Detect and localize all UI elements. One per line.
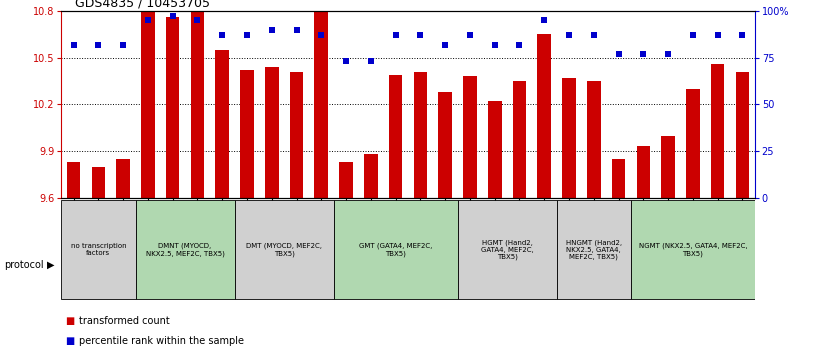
Point xyxy=(662,51,675,57)
Point xyxy=(686,32,699,38)
Point xyxy=(562,32,575,38)
Bar xyxy=(215,50,229,198)
Bar xyxy=(61,200,135,299)
Point xyxy=(215,32,228,38)
Bar xyxy=(240,70,254,198)
Text: no transcription
factors: no transcription factors xyxy=(70,243,126,256)
Point xyxy=(166,13,180,19)
Point xyxy=(67,42,80,48)
Bar xyxy=(711,64,725,198)
Bar xyxy=(686,89,699,198)
Bar xyxy=(117,159,130,198)
Bar xyxy=(339,162,353,198)
Text: HNGMT (Hand2,
NKX2.5, GATA4,
MEF2C, TBX5): HNGMT (Hand2, NKX2.5, GATA4, MEF2C, TBX5… xyxy=(565,239,622,260)
Point xyxy=(612,51,625,57)
Bar xyxy=(166,17,180,198)
Text: NGMT (NKX2.5, GATA4, MEF2C,
TBX5): NGMT (NKX2.5, GATA4, MEF2C, TBX5) xyxy=(639,242,747,257)
Bar xyxy=(562,78,576,198)
Point xyxy=(711,32,724,38)
Bar xyxy=(135,200,235,299)
Point xyxy=(488,42,501,48)
Point xyxy=(463,32,477,38)
Point xyxy=(439,42,452,48)
Bar xyxy=(631,200,755,299)
Point xyxy=(636,51,650,57)
Point xyxy=(191,17,204,23)
Point xyxy=(588,32,601,38)
Bar xyxy=(67,162,81,198)
Point xyxy=(265,26,278,32)
Bar xyxy=(314,11,328,198)
Text: GDS4835 / 10453705: GDS4835 / 10453705 xyxy=(75,0,210,10)
Point xyxy=(513,42,526,48)
Text: GMT (GATA4, MEF2C,
TBX5): GMT (GATA4, MEF2C, TBX5) xyxy=(359,242,432,257)
Bar xyxy=(290,72,304,198)
Text: ■: ■ xyxy=(65,336,74,346)
Point xyxy=(364,58,377,64)
Text: ■: ■ xyxy=(65,316,74,326)
Bar xyxy=(235,200,334,299)
Text: ▶: ▶ xyxy=(47,260,55,270)
Text: transformed count: transformed count xyxy=(79,316,170,326)
Bar xyxy=(414,72,428,198)
Bar xyxy=(557,200,631,299)
Bar xyxy=(512,81,526,198)
Bar xyxy=(458,200,557,299)
Point xyxy=(290,26,303,32)
Bar xyxy=(636,146,650,198)
Point xyxy=(141,17,154,23)
Point xyxy=(389,32,402,38)
Bar xyxy=(388,75,402,198)
Bar xyxy=(463,76,477,198)
Bar xyxy=(91,167,105,198)
Bar xyxy=(612,159,625,198)
Bar xyxy=(364,154,378,198)
Text: HGMT (Hand2,
GATA4, MEF2C,
TBX5): HGMT (Hand2, GATA4, MEF2C, TBX5) xyxy=(481,239,534,260)
Point xyxy=(339,58,353,64)
Bar xyxy=(438,92,452,198)
Bar xyxy=(191,11,204,198)
Point xyxy=(538,17,551,23)
Point xyxy=(315,32,328,38)
Bar xyxy=(538,34,551,198)
Point xyxy=(736,32,749,38)
Text: percentile rank within the sample: percentile rank within the sample xyxy=(79,336,244,346)
Bar xyxy=(265,67,278,198)
Bar xyxy=(587,81,601,198)
Point xyxy=(241,32,254,38)
Bar xyxy=(661,135,675,198)
Text: DMNT (MYOCD,
NKX2.5, MEF2C, TBX5): DMNT (MYOCD, NKX2.5, MEF2C, TBX5) xyxy=(145,242,224,257)
Point xyxy=(92,42,105,48)
Text: DMT (MYOCD, MEF2C,
TBX5): DMT (MYOCD, MEF2C, TBX5) xyxy=(246,242,322,257)
Bar xyxy=(334,200,458,299)
Text: protocol: protocol xyxy=(4,260,44,270)
Bar xyxy=(488,101,502,198)
Bar xyxy=(141,11,155,198)
Point xyxy=(414,32,427,38)
Point xyxy=(117,42,130,48)
Bar xyxy=(735,72,749,198)
